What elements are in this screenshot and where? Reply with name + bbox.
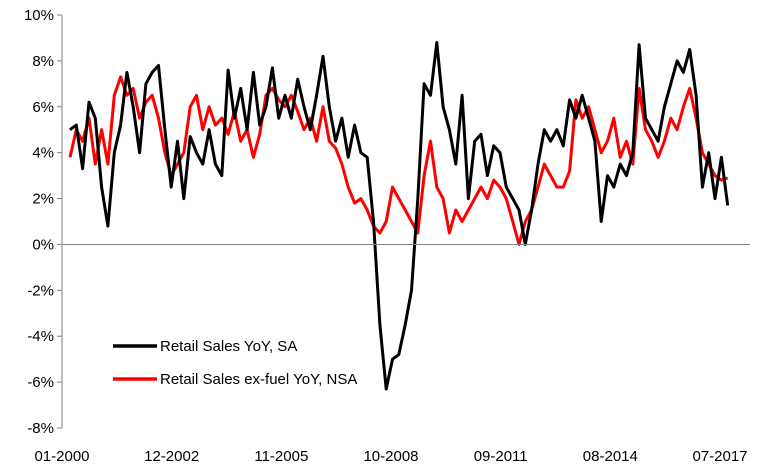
x-tick-label: 12-2002	[144, 448, 199, 465]
y-tick-label: -2%	[27, 282, 54, 299]
series-layer	[68, 41, 730, 391]
y-tick-label: -4%	[27, 328, 54, 345]
legend-label-retail-sales-ex-fuel: Retail Sales ex-fuel YoY, NSA	[160, 371, 357, 388]
y-tick-label: 8%	[32, 53, 54, 70]
series-line-retail-sales-sa	[69, 41, 730, 391]
y-tick-label: -8%	[27, 420, 54, 437]
x-tick-label: 01-2000	[34, 448, 89, 465]
x-tick-label: 09-2011	[474, 448, 528, 465]
legend-label-retail-sales-sa: Retail Sales YoY, SA	[160, 338, 297, 355]
y-tick-label: 0%	[32, 236, 54, 253]
y-tick-label: 4%	[32, 145, 54, 162]
y-tick-label: 6%	[32, 99, 54, 116]
x-tick-label: 10-2008	[363, 448, 418, 465]
x-axis-ticks: 01-2000 12-2002 11-2005 10-2008 09-2011 08-20…	[34, 448, 747, 465]
legend: Retail Sales YoY, SA Retail Sales ex-fue…	[113, 338, 357, 388]
x-tick-label: 07-2017	[692, 448, 747, 465]
x-tick-label: 11-2005	[254, 448, 308, 465]
y-tick-label: -6%	[27, 374, 54, 391]
y-tick-label: 2%	[32, 191, 54, 208]
y-tick-label: 10%	[24, 7, 54, 24]
x-tick-label: 08-2014	[583, 448, 638, 465]
y-axis-ticks: -8% -6% -4% -2% 0% 2% 4% 6% 8% 10%	[24, 7, 62, 437]
